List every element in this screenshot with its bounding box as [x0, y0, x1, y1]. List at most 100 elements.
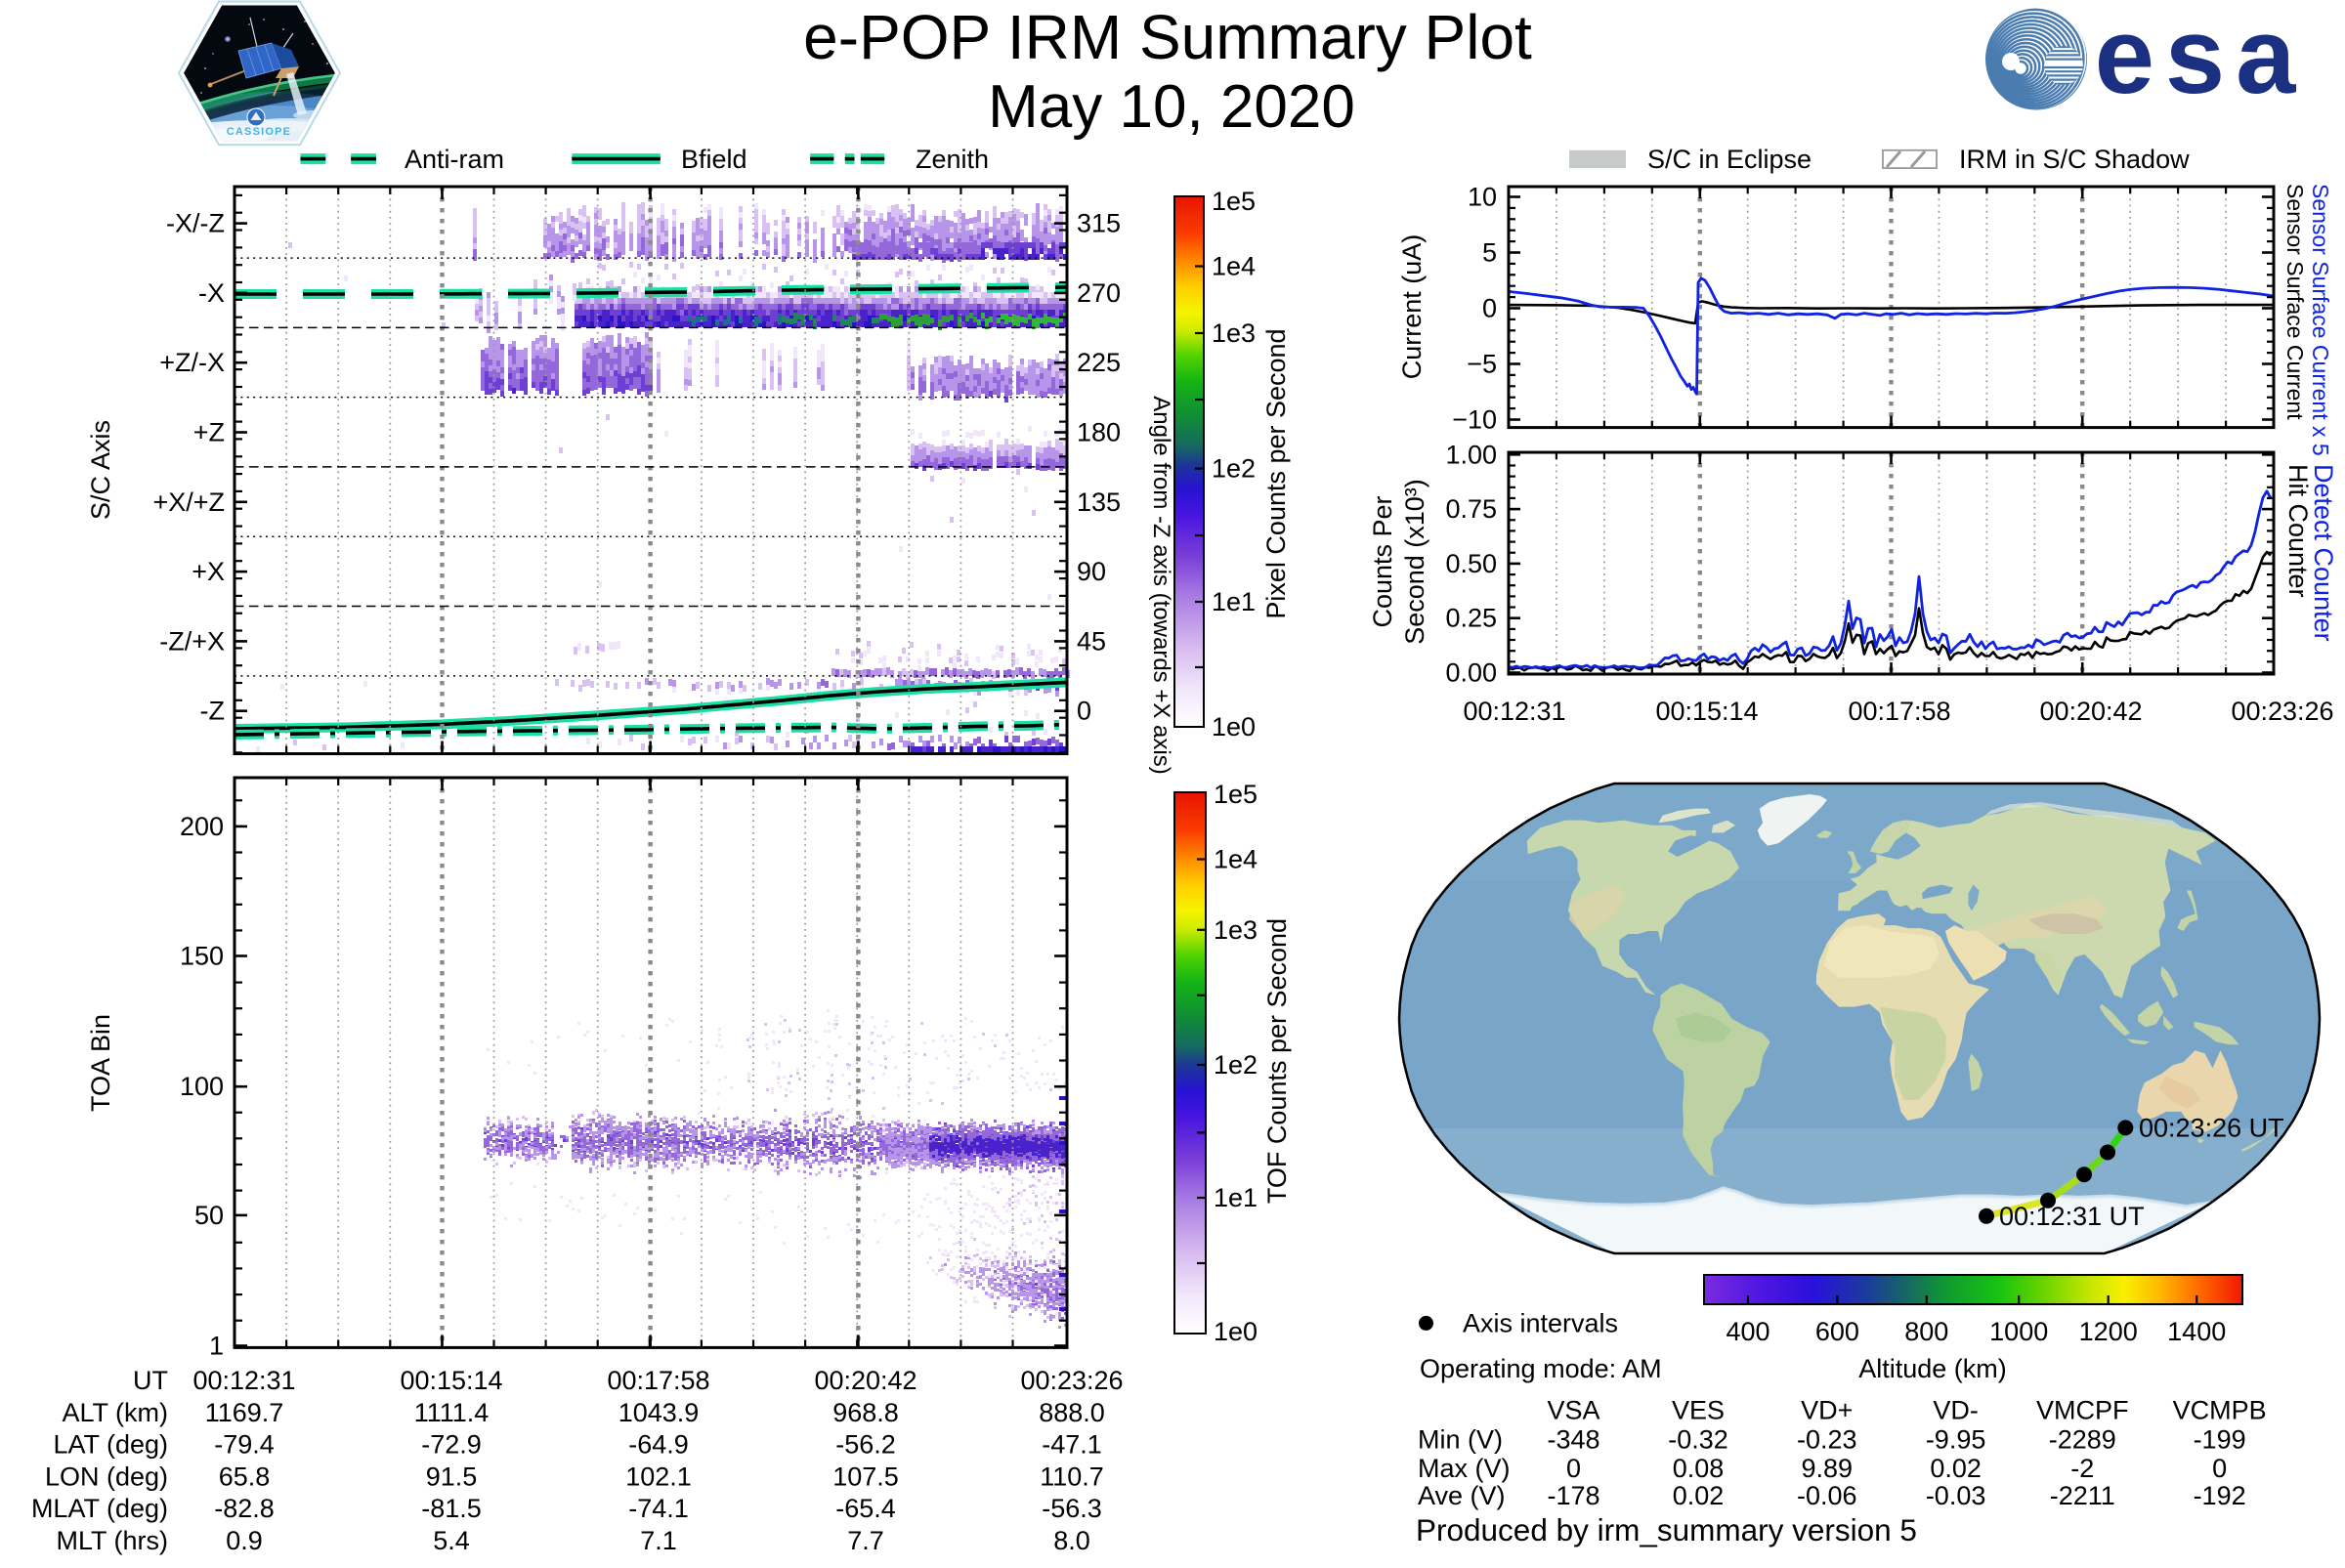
svg-text:MLAT (deg): MLAT (deg) — [31, 1494, 168, 1523]
svg-text:-56.3: -56.3 — [1042, 1494, 1102, 1523]
svg-text:esa: esa — [2095, 0, 2307, 116]
svg-text:225: 225 — [1077, 348, 1121, 377]
svg-text:1: 1 — [209, 1332, 224, 1361]
svg-text:ALT (km): ALT (km) — [62, 1398, 168, 1427]
svg-text:65.8: 65.8 — [219, 1462, 271, 1491]
svg-text:-X: -X — [198, 278, 225, 308]
svg-text:-348: -348 — [1547, 1425, 1599, 1455]
svg-text:90: 90 — [1077, 557, 1106, 586]
svg-text:Altitude (km): Altitude (km) — [1858, 1354, 2007, 1383]
svg-text:Min (V): Min (V) — [1418, 1425, 1503, 1455]
svg-text:0: 0 — [1566, 1454, 1581, 1483]
svg-text:-9.95: -9.95 — [1926, 1425, 1986, 1455]
svg-text:Max (V): Max (V) — [1418, 1454, 1511, 1483]
svg-text:-56.2: -56.2 — [835, 1430, 896, 1460]
svg-text:Operating mode: AM: Operating mode: AM — [1420, 1354, 1662, 1383]
svg-text:CASSIOPE: CASSIOPE — [227, 126, 291, 138]
svg-text:180: 180 — [1077, 418, 1121, 447]
svg-text:MLT (hrs): MLT (hrs) — [57, 1526, 169, 1555]
svg-text:IRM in S/C Shadow: IRM in S/C Shadow — [1959, 145, 2190, 174]
svg-text:00:23:26: 00:23:26 — [2231, 697, 2333, 726]
svg-text:1111.4: 1111.4 — [414, 1398, 490, 1427]
svg-text:1000: 1000 — [1989, 1317, 2048, 1346]
svg-text:LON (deg): LON (deg) — [45, 1462, 168, 1491]
svg-text:1e1: 1e1 — [1214, 1183, 1258, 1212]
svg-text:VSA: VSA — [1547, 1396, 1599, 1425]
svg-text:50: 50 — [194, 1201, 224, 1230]
svg-text:00:12:31 UT: 00:12:31 UT — [1999, 1202, 2145, 1231]
svg-text:Counts Per: Counts Per — [1368, 495, 1397, 627]
svg-text:−5: −5 — [1467, 350, 1497, 379]
svg-text:400: 400 — [1726, 1317, 1769, 1346]
svg-text:Axis intervals: Axis intervals — [1463, 1308, 1618, 1337]
svg-text:+X/+Z: +X/+Z — [152, 487, 225, 517]
svg-text:45: 45 — [1077, 626, 1106, 656]
svg-text:1e0: 1e0 — [1212, 712, 1256, 742]
svg-text:VES: VES — [1672, 1396, 1725, 1425]
svg-text:110.7: 110.7 — [1040, 1462, 1104, 1491]
svg-text:-74.1: -74.1 — [628, 1494, 689, 1523]
svg-text:-2211: -2211 — [2050, 1481, 2115, 1510]
svg-text:+Z/-X: +Z/-X — [159, 348, 225, 377]
svg-text:Bfield: Bfield — [681, 145, 747, 174]
svg-text:-0.03: -0.03 — [1926, 1481, 1986, 1510]
svg-text:Pixel Counts per Second: Pixel Counts per Second — [1261, 328, 1291, 618]
svg-text:VCMPB: VCMPB — [2173, 1396, 2267, 1425]
svg-text:-199: -199 — [2194, 1425, 2246, 1455]
svg-text:0.9: 0.9 — [226, 1526, 263, 1555]
svg-text:1e1: 1e1 — [1212, 587, 1256, 616]
svg-text:00:20:42: 00:20:42 — [814, 1366, 917, 1395]
svg-text:5.4: 5.4 — [433, 1526, 470, 1555]
svg-text:7.1: 7.1 — [640, 1526, 677, 1555]
svg-text:1e3: 1e3 — [1214, 915, 1258, 945]
svg-text:-0.32: -0.32 — [1668, 1425, 1728, 1455]
svg-text:0.02: 0.02 — [1930, 1454, 1982, 1483]
svg-text:e-POP IRM Summary Plot: e-POP IRM Summary Plot — [803, 2, 1532, 72]
svg-text:Second (x10³): Second (x10³) — [1400, 479, 1429, 645]
svg-text:-X/-Z: -X/-Z — [166, 209, 225, 238]
svg-text:Zenith: Zenith — [916, 145, 989, 174]
svg-text:0: 0 — [1482, 294, 1497, 323]
svg-text:00:20:42: 00:20:42 — [2039, 697, 2142, 726]
svg-text:Angle from -Z axis (towards +X: Angle from -Z axis (towards +X axis) — [1148, 396, 1174, 774]
svg-text:91.5: 91.5 — [426, 1462, 478, 1491]
svg-text:-0.23: -0.23 — [1797, 1425, 1857, 1455]
svg-text:270: 270 — [1077, 278, 1121, 308]
svg-text:102.1: 102.1 — [625, 1462, 692, 1491]
svg-text:315: 315 — [1077, 209, 1121, 238]
svg-text:LAT (deg): LAT (deg) — [53, 1430, 168, 1460]
svg-text:Sensor Surface Current: Sensor Surface Current — [2282, 184, 2308, 420]
svg-text:S/C Axis: S/C Axis — [86, 420, 115, 520]
svg-text:-64.9: -64.9 — [628, 1430, 689, 1460]
svg-text:107.5: 107.5 — [832, 1462, 899, 1491]
svg-text:Detect Counter: Detect Counter — [2309, 464, 2338, 642]
svg-text:-79.4: -79.4 — [214, 1430, 275, 1460]
svg-text:200: 200 — [180, 812, 224, 841]
svg-text:-Z: -Z — [200, 697, 225, 726]
svg-text:0.75: 0.75 — [1445, 494, 1497, 524]
svg-text:1e5: 1e5 — [1214, 780, 1258, 809]
svg-text:7.7: 7.7 — [847, 1526, 884, 1555]
svg-text:00:23:26 UT: 00:23:26 UT — [2139, 1113, 2284, 1142]
svg-text:-2: -2 — [2070, 1454, 2094, 1483]
svg-text:TOF Counts per Second: TOF Counts per Second — [1262, 918, 1292, 1204]
svg-text:9.89: 9.89 — [1802, 1454, 1854, 1483]
svg-text:1e4: 1e4 — [1214, 845, 1258, 874]
svg-text:0.25: 0.25 — [1445, 604, 1497, 633]
svg-text:-65.4: -65.4 — [835, 1494, 896, 1523]
svg-text:Anti-ram: Anti-ram — [405, 145, 504, 174]
svg-text:5: 5 — [1482, 238, 1497, 268]
svg-text:1169.7: 1169.7 — [205, 1398, 284, 1427]
svg-text:968.8: 968.8 — [832, 1398, 899, 1427]
svg-text:-192: -192 — [2194, 1481, 2246, 1510]
svg-text:0.50: 0.50 — [1445, 549, 1497, 578]
svg-text:-2289: -2289 — [2049, 1425, 2116, 1455]
svg-text:10: 10 — [1468, 183, 1497, 212]
svg-text:100: 100 — [180, 1072, 224, 1101]
svg-text:00:15:14: 00:15:14 — [400, 1366, 502, 1395]
svg-text:600: 600 — [1815, 1317, 1859, 1346]
svg-text:UT: UT — [133, 1366, 168, 1395]
svg-text:150: 150 — [180, 942, 224, 971]
svg-text:8.0: 8.0 — [1053, 1526, 1090, 1555]
svg-text:Hit Counter: Hit Counter — [2283, 464, 2313, 598]
